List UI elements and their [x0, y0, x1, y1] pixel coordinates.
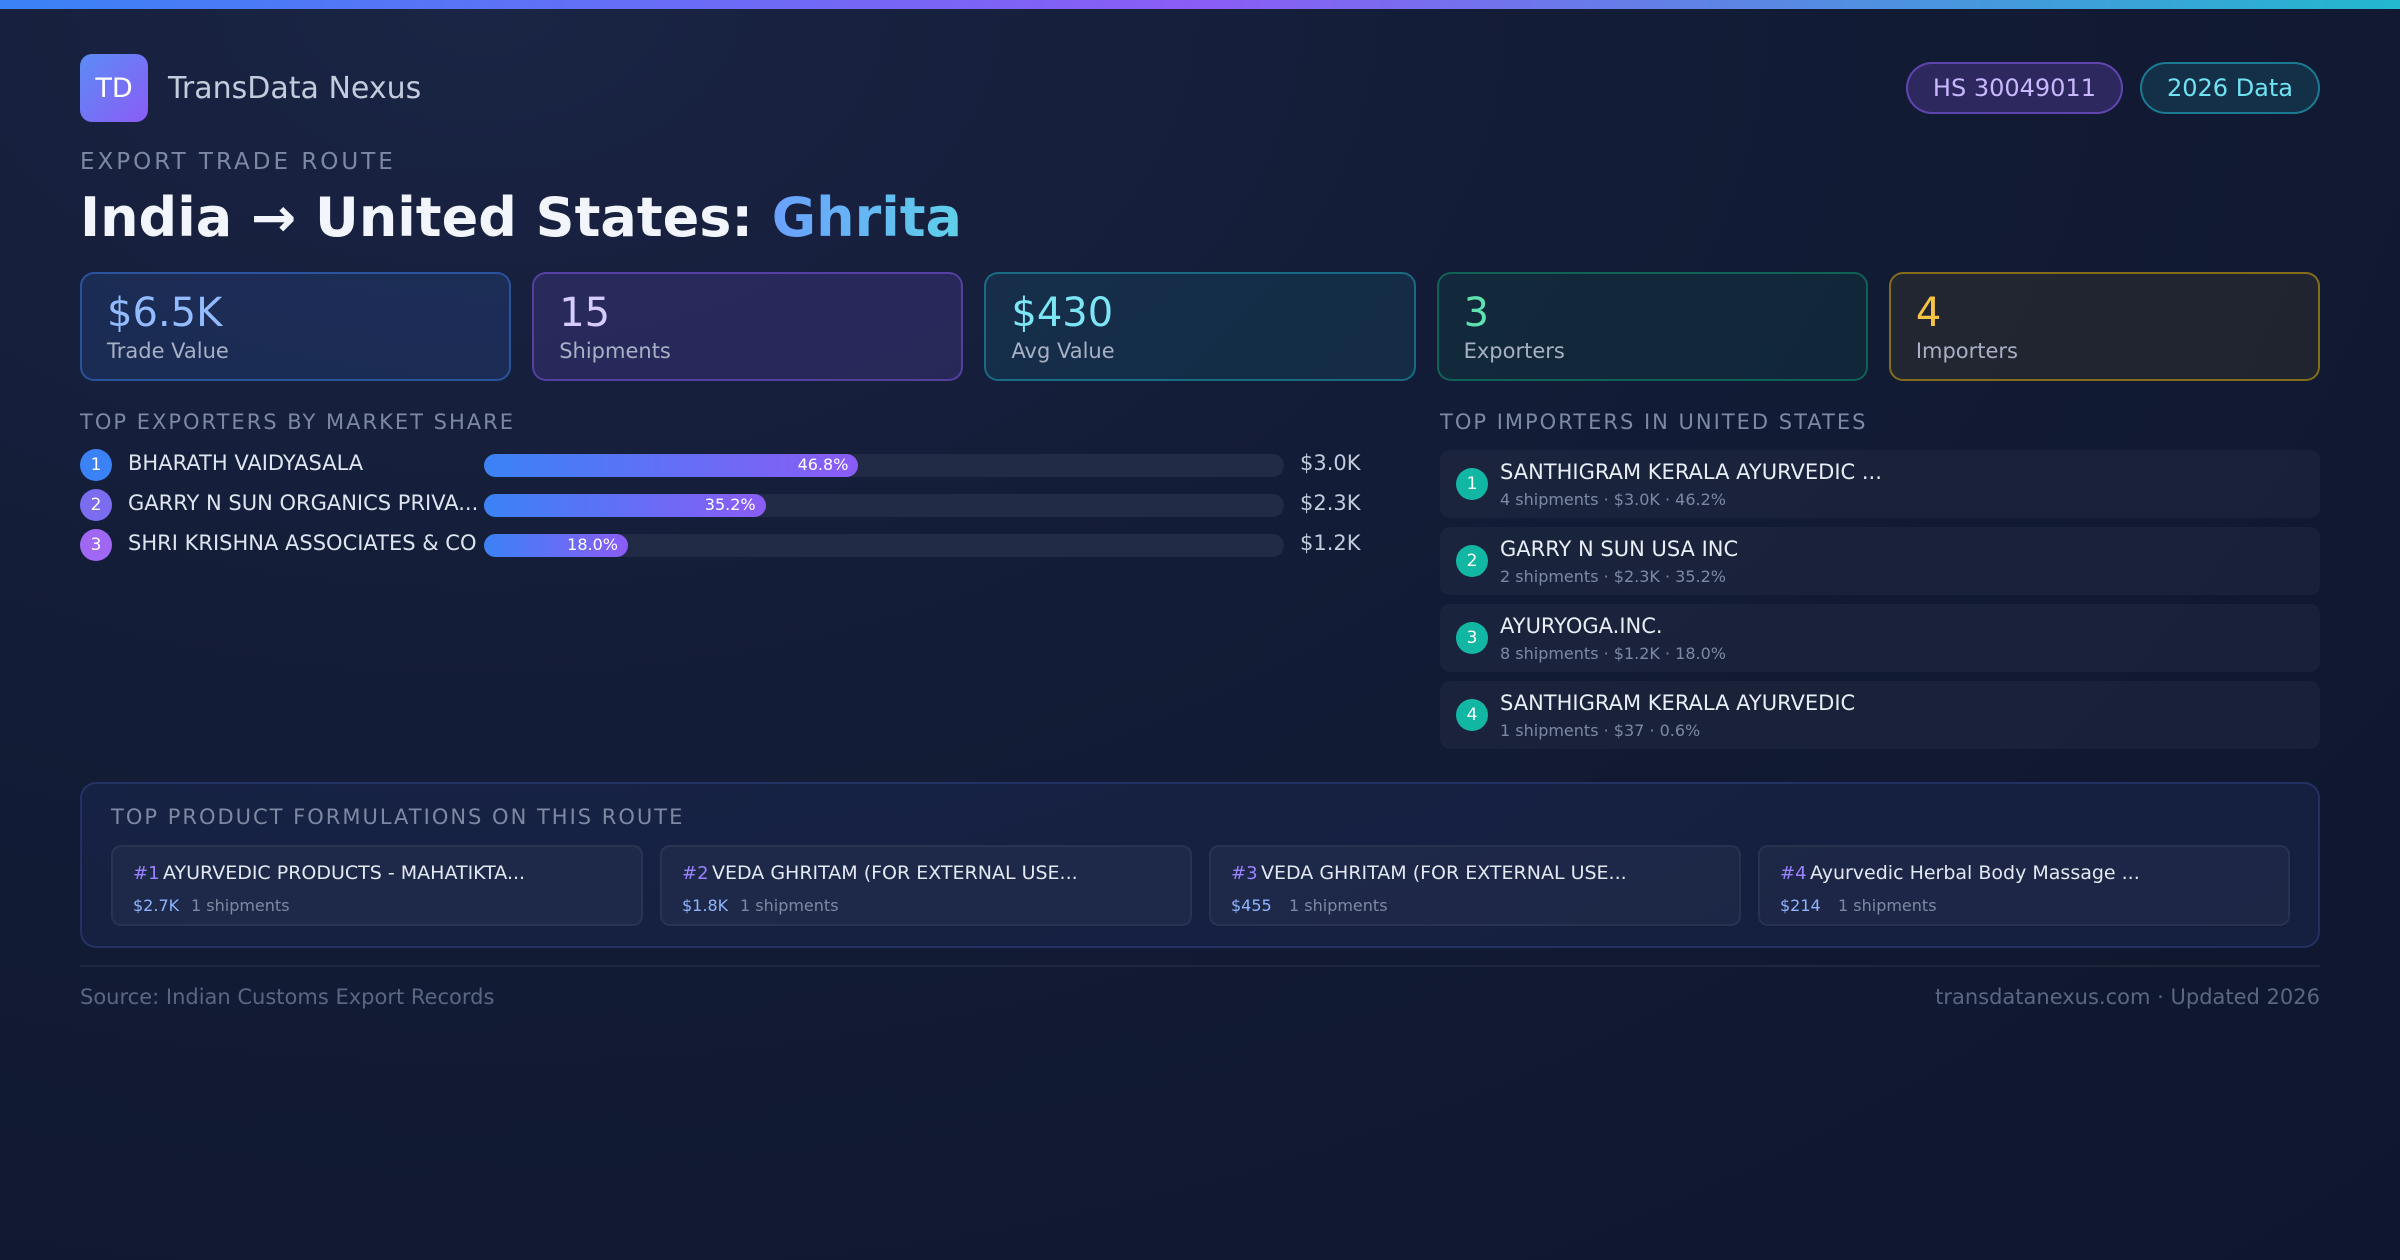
exporter-row[interactable]: 3 SHRI KRISHNA ASSOCIATES & CO 18.0% $1.… — [80, 529, 1361, 561]
importer-meta: 4 shipments · $3.0K · 46.2% — [1500, 490, 1726, 509]
share-bar-fill: 46.8% — [484, 454, 859, 477]
importer-meta: 1 shipments · $37 · 0.6% — [1500, 721, 1701, 740]
product-card[interactable]: #4 Ayurvedic Herbal Body Massage ... $21… — [1758, 845, 2290, 926]
product-name: AYURVEDIC PRODUCTS - MAHATIKTA... — [163, 862, 526, 884]
product-rank: #3 — [1231, 863, 1258, 884]
stat-label: Avg Value — [1011, 339, 1115, 363]
footer-divider — [80, 965, 2320, 967]
share-bar-track: 46.8% — [484, 454, 1284, 477]
stat-label: Exporters — [1463, 339, 1565, 363]
stat-trade-value: $6.5K Trade Value — [80, 272, 512, 381]
stat-value: 15 — [559, 290, 611, 336]
stat-value: $6.5K — [107, 290, 223, 336]
stat-exporters: 3 Exporters — [1436, 272, 1868, 381]
rank-badge: 3 — [80, 529, 112, 561]
importer-card[interactable]: 2 GARRY N SUN USA INC 2 shipments · $2.3… — [1440, 527, 2320, 595]
rank-badge: 4 — [1456, 699, 1488, 731]
route-title-prefix: India → United States: — [80, 186, 772, 249]
stat-label: Importers — [1915, 339, 2019, 363]
route-product-name: Ghrita — [771, 186, 962, 249]
importer-name: AYURYOGA.INC. — [1500, 614, 1663, 638]
product-name: VEDA GHRITAM (FOR EXTERNAL USE... — [1261, 862, 1627, 884]
product-shipments: 1 shipments — [1289, 896, 1388, 915]
data-year-badge: 2026 Data — [2139, 62, 2320, 114]
product-shipments: 1 shipments — [191, 896, 290, 915]
share-bar-fill: 35.2% — [484, 494, 766, 517]
stat-importers: 4 Importers — [1888, 272, 2321, 381]
top-accent-bar — [0, 0, 2400, 9]
product-rank: #1 — [133, 863, 160, 884]
product-name: Ayurvedic Herbal Body Massage ... — [1810, 862, 2140, 884]
stat-label: Trade Value — [107, 339, 229, 363]
exporter-name: SHRI KRISHNA ASSOCIATES & CO — [128, 531, 477, 555]
importer-card[interactable]: 4 SANTHIGRAM KERALA AYURVEDIC 1 shipment… — [1440, 681, 2320, 749]
exporter-name: BHARATH VAIDYASALA — [128, 451, 364, 475]
rank-badge: 1 — [80, 449, 112, 481]
product-rank: #2 — [682, 863, 709, 884]
product-shipments: 1 shipments — [740, 896, 839, 915]
stat-value: $430 — [1011, 290, 1114, 336]
stat-value: 4 — [1915, 290, 1942, 336]
footer-source: Source: Indian Customs Export Records — [80, 985, 495, 1009]
hs-code-badge: HS 30049011 — [1905, 62, 2123, 114]
product-card[interactable]: #2 VEDA GHRITAM (FOR EXTERNAL USE... $1.… — [660, 845, 1192, 926]
exporters-section-title: TOP EXPORTERS BY MARKET SHARE — [80, 410, 516, 434]
importer-name: GARRY N SUN USA INC — [1500, 537, 1739, 561]
share-bar-track: 18.0% — [484, 534, 1284, 557]
product-value: $455 — [1231, 896, 1272, 915]
share-bar-track: 35.2% — [484, 494, 1284, 517]
rank-badge: 3 — [1456, 622, 1488, 654]
exporter-name: GARRY N SUN ORGANICS PRIVA... — [128, 491, 479, 515]
product-value: $2.7K — [133, 896, 180, 915]
product-shipments: 1 shipments — [1838, 896, 1937, 915]
stat-avg-value: $430 Avg Value — [984, 272, 1416, 381]
product-value: $1.8K — [682, 896, 729, 915]
share-percent: 18.0% — [567, 535, 618, 554]
footer-site-link[interactable]: transdatanexus.com · Updated 2026 — [1935, 985, 2320, 1009]
route-eyebrow: EXPORT TRADE ROUTE — [80, 149, 396, 175]
importers-section-title: TOP IMPORTERS IN UNITED STATES — [1440, 410, 1868, 434]
importer-meta: 2 shipments · $2.3K · 35.2% — [1500, 567, 1726, 586]
importer-meta: 8 shipments · $1.2K · 18.0% — [1500, 644, 1726, 663]
header: TD TransData Nexus HS 30049011 2026 Data — [80, 54, 2320, 122]
stat-shipments: 15 Shipments — [532, 272, 964, 381]
importer-card[interactable]: 3 AYURYOGA.INC. 8 shipments · $1.2K · 18… — [1440, 604, 2320, 672]
exporter-value: $1.2K — [1300, 531, 1361, 555]
importer-name: SANTHIGRAM KERALA AYURVEDIC ... — [1500, 460, 1882, 484]
importer-name: SANTHIGRAM KERALA AYURVEDIC — [1500, 691, 1856, 715]
rank-badge: 2 — [1456, 545, 1488, 577]
product-name: VEDA GHRITAM (FOR EXTERNAL USE... — [712, 862, 1078, 884]
importer-card[interactable]: 1 SANTHIGRAM KERALA AYURVEDIC ... 4 ship… — [1440, 450, 2320, 518]
share-percent: 46.8% — [797, 455, 849, 474]
rank-badge: 2 — [80, 489, 112, 521]
product-value: $214 — [1780, 896, 1821, 915]
page-title: India → United States: Ghrita — [80, 186, 962, 249]
share-percent: 35.2% — [704, 495, 756, 514]
products-section-title: TOP PRODUCT FORMULATIONS ON THIS ROUTE — [111, 805, 685, 829]
exporter-value: $3.0K — [1300, 451, 1361, 475]
stat-value: 3 — [1463, 290, 1490, 336]
stats-row: $6.5K Trade Value 15 Shipments $430 Avg … — [80, 272, 2321, 381]
product-card[interactable]: #3 VEDA GHRITAM (FOR EXTERNAL USE... $45… — [1209, 845, 1741, 926]
exporter-value: $2.3K — [1300, 491, 1361, 515]
product-rank: #4 — [1780, 863, 1807, 884]
exporter-row[interactable]: 2 GARRY N SUN ORGANICS PRIVA... 35.2% $2… — [80, 489, 1361, 521]
stat-label: Shipments — [559, 339, 671, 363]
product-card[interactable]: #1 AYURVEDIC PRODUCTS - MAHATIKTA... $2.… — [111, 845, 643, 926]
brand-name: TransData Nexus — [168, 70, 422, 106]
header-badges: HS 30049011 2026 Data — [1905, 62, 2320, 114]
share-bar-fill: 18.0% — [484, 534, 628, 557]
exporter-row[interactable]: 1 BHARATH VAIDYASALA 46.8% $3.0K — [80, 449, 1361, 481]
rank-badge: 1 — [1456, 468, 1488, 500]
brand-logo[interactable]: TD — [80, 54, 148, 122]
products-panel: TOP PRODUCT FORMULATIONS ON THIS ROUTE #… — [80, 782, 2320, 948]
